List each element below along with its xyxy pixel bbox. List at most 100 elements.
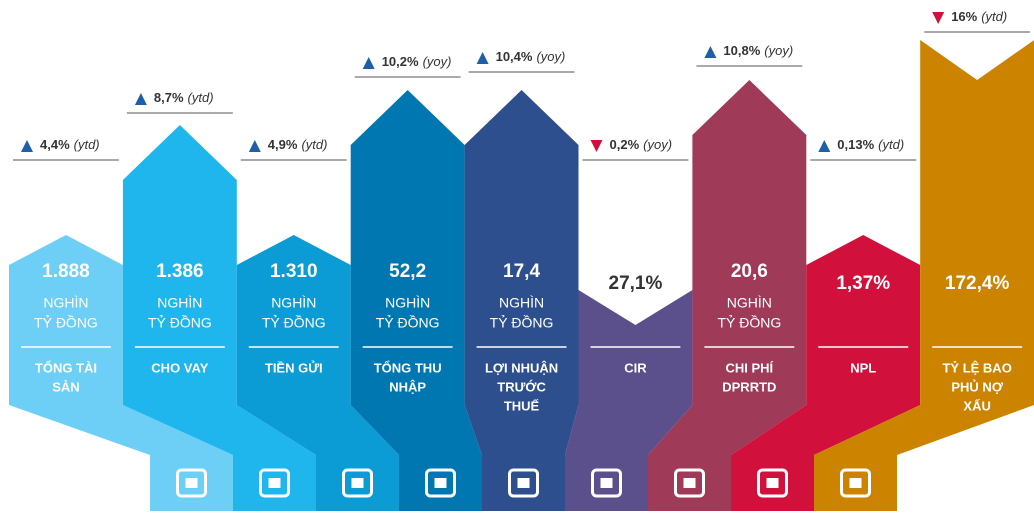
- value: 1.888: [42, 261, 90, 282]
- unit: NGHÌN: [43, 295, 88, 311]
- icon: [600, 478, 613, 488]
- label: TỔNG THU: [374, 360, 442, 375]
- change-label: 10,4% (yoy): [476, 49, 565, 64]
- up-arrow: [362, 57, 375, 69]
- up-arrow: [818, 140, 831, 152]
- icon: [268, 478, 281, 488]
- icon: [840, 468, 871, 498]
- label: TỶ LỆ BAO: [942, 360, 1011, 375]
- change-value: 16%: [951, 9, 977, 24]
- down-arrow: [932, 12, 945, 24]
- icon: [185, 478, 198, 488]
- value: 17,4: [503, 261, 540, 282]
- change-period: (ytd): [878, 137, 904, 152]
- label: XẤU: [963, 398, 990, 413]
- change-label: 4,4% (ytd): [21, 137, 100, 152]
- label: SẢN: [52, 379, 79, 394]
- value: 20,6: [731, 261, 768, 282]
- change-period: (yoy): [423, 54, 452, 69]
- column: [9, 235, 233, 511]
- unit: NGHÌN: [727, 295, 772, 311]
- column: [122, 125, 317, 511]
- change-label: 4,9% (ytd): [248, 137, 328, 152]
- icon: [425, 468, 456, 498]
- value: 1.310: [270, 261, 318, 282]
- icon: [674, 468, 705, 498]
- value: 52,2: [389, 261, 426, 282]
- icon: [176, 468, 207, 498]
- change-text: 10,2% (yoy): [382, 54, 452, 69]
- icon: [517, 478, 530, 488]
- unit: TỶ ĐỒNG: [262, 314, 326, 331]
- up-arrow: [21, 140, 33, 152]
- label: THUẾ: [504, 398, 540, 413]
- change-label: 10,2% (yoy): [362, 54, 452, 69]
- change-value: 10,2%: [382, 54, 419, 69]
- change-value: 10,8%: [723, 43, 760, 58]
- down-arrow: [590, 140, 603, 152]
- label: TỔNG TÀI: [35, 360, 97, 375]
- unit: TỶ ĐỒNG: [376, 314, 440, 331]
- change-value: 4,9%: [268, 137, 298, 152]
- change-period: (yoy): [536, 49, 565, 64]
- unit: NGHÌN: [499, 295, 544, 311]
- up-arrow: [476, 52, 489, 64]
- column: [731, 235, 921, 511]
- icon: [757, 468, 788, 498]
- column: [464, 90, 579, 511]
- column: [350, 90, 482, 511]
- change-value: 0,13%: [837, 137, 874, 152]
- label: CIR: [624, 360, 647, 375]
- unit: TỶ ĐỒNG: [34, 314, 98, 331]
- up-arrow: [134, 93, 147, 105]
- change-label: 0,13% (ytd): [818, 137, 904, 152]
- change-period: (ytd): [188, 90, 214, 105]
- column: [648, 80, 807, 511]
- change-text: 16% (ytd): [951, 9, 1007, 24]
- change-period: (ytd): [74, 137, 100, 152]
- change-label: 10,8% (yoy): [704, 43, 793, 58]
- value: 1.386: [156, 261, 204, 282]
- change-text: 10,8% (yoy): [723, 43, 793, 58]
- icon: [351, 478, 364, 488]
- label: NHẬP: [389, 379, 426, 394]
- icon: [766, 478, 779, 488]
- icon: [591, 468, 622, 498]
- change-value: 10,4%: [496, 49, 533, 64]
- value: 1,37%: [836, 273, 890, 294]
- change-period: (yoy): [643, 137, 672, 152]
- up-arrow: [704, 46, 717, 58]
- label: LỢI NHUẬN: [485, 360, 558, 375]
- label: TRƯỚC: [497, 379, 546, 394]
- column: [814, 40, 1034, 511]
- label: CHO VAY: [151, 360, 208, 375]
- change-text: 4,4% (ytd): [40, 137, 100, 152]
- icon: [259, 468, 290, 498]
- change-text: 0,13% (ytd): [837, 137, 904, 152]
- change-value: 8,7%: [154, 90, 184, 105]
- change-label: 8,7% (ytd): [134, 90, 214, 105]
- unit: NGHÌN: [385, 295, 430, 311]
- change-label: 0,2% (yoy): [590, 137, 673, 152]
- icon: [683, 478, 696, 488]
- change-text: 0,2% (yoy): [610, 137, 673, 152]
- change-value: 4,4%: [40, 137, 70, 152]
- unit: TỶ ĐỒNG: [717, 314, 781, 331]
- change-label: 16% (ytd): [932, 9, 1007, 24]
- change-text: 4,9% (ytd): [268, 137, 328, 152]
- change-period: (ytd): [981, 9, 1007, 24]
- column: [565, 290, 693, 511]
- change-value: 0,2%: [610, 137, 640, 152]
- label: NPL: [850, 360, 876, 375]
- up-arrow: [248, 140, 261, 152]
- icon: [342, 468, 373, 498]
- change-period: (ytd): [301, 137, 327, 152]
- label: PHỦ NỢ: [951, 379, 1003, 394]
- label: TIỀN GỬI: [265, 360, 323, 375]
- unit: TỶ ĐỒNG: [148, 314, 212, 331]
- value: 172,4%: [945, 273, 1010, 294]
- icon: [434, 478, 447, 488]
- unit: NGHÌN: [157, 295, 202, 311]
- unit: TỶ ĐỒNG: [490, 314, 554, 331]
